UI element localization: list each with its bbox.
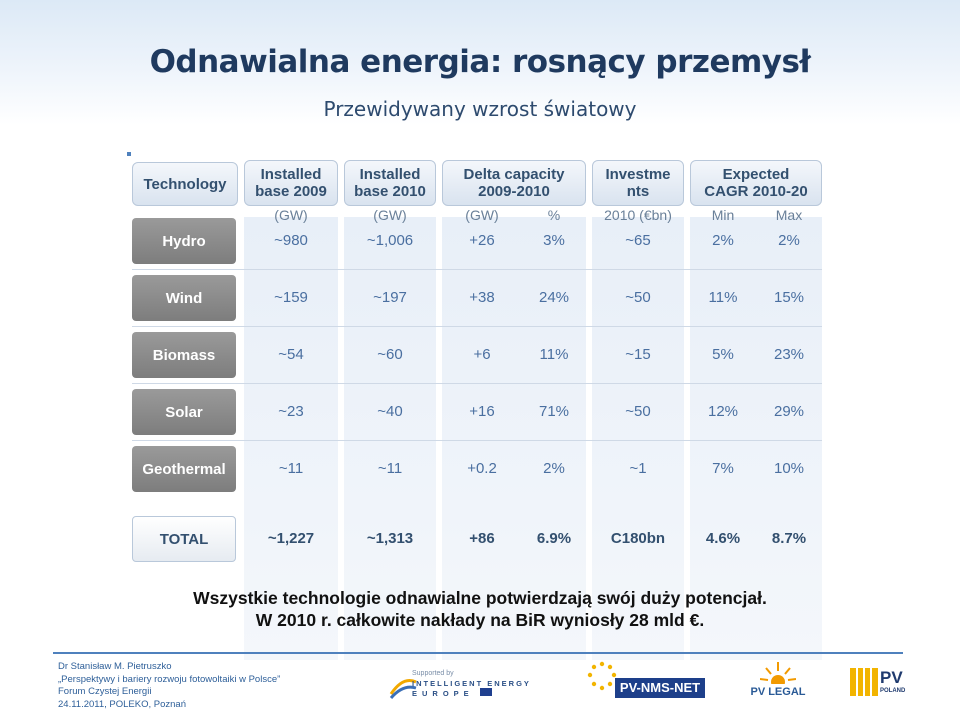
- table-cell: ~60: [344, 332, 436, 378]
- header-line: nts: [627, 183, 650, 200]
- iee-logo: Supported by INTELLIGENT ENERGY EUROPE: [388, 670, 543, 700]
- table-cell: 2%: [690, 218, 756, 264]
- header-line: base 2010: [354, 183, 426, 200]
- pv-legal-logo: PV LEGAL: [748, 662, 808, 702]
- table-cell: 24%: [522, 275, 586, 321]
- row-separator: [132, 383, 822, 384]
- total-cell: ~1,313: [344, 516, 436, 562]
- table-cell: ~197: [344, 275, 436, 321]
- table-cell: ~40: [344, 389, 436, 435]
- table-cell: 2%: [756, 218, 822, 264]
- tech-label-geothermal: Geothermal: [132, 446, 236, 492]
- tech-label-wind: Wind: [132, 275, 236, 321]
- footer-event: Forum Czystej Energii: [58, 686, 280, 699]
- footer-date: 24.11.2011, POLEKO, Poznań: [58, 699, 280, 711]
- row-separator: [132, 326, 822, 327]
- header-installed-2009: Installed base 2009: [244, 160, 338, 206]
- table-cell: ~54: [244, 332, 338, 378]
- total-cell: +86: [442, 516, 522, 562]
- table-cell: 10%: [756, 446, 822, 492]
- table-cell: ~159: [244, 275, 338, 321]
- tech-label-total: TOTAL: [132, 516, 236, 562]
- header-line: Investme: [605, 166, 670, 183]
- table-cell: ~11: [344, 446, 436, 492]
- table-cell: 29%: [756, 389, 822, 435]
- table-cell: 3%: [522, 218, 586, 264]
- table-cell: ~50: [592, 389, 684, 435]
- header-line: Installed: [360, 166, 421, 183]
- summary-line-1: Wszystkie technologie odnawialne potwier…: [0, 588, 960, 609]
- sun-icon: [760, 662, 796, 684]
- table-cell: ~1,006: [344, 218, 436, 264]
- header-line: Installed: [261, 166, 322, 183]
- table-cell: 23%: [756, 332, 822, 378]
- header-expected-cagr: Expected CAGR 2010-20: [690, 160, 822, 206]
- tech-label-hydro: Hydro: [132, 218, 236, 264]
- total-cell: C180bn: [592, 516, 684, 562]
- header-label: Technology: [143, 176, 226, 193]
- table-cell: ~11: [244, 446, 338, 492]
- header-line: CAGR 2010-20: [704, 183, 807, 200]
- bullet-dot: [127, 152, 131, 156]
- header-delta-capacity: Delta capacity 2009-2010: [442, 160, 586, 206]
- pvpoland-big: PV: [880, 668, 903, 688]
- table-cell: 5%: [690, 332, 756, 378]
- header-line: 2009-2010: [478, 183, 550, 200]
- table-cell: 71%: [522, 389, 586, 435]
- table-cell: 7%: [690, 446, 756, 492]
- table-cell: ~980: [244, 218, 338, 264]
- table-cell: 15%: [756, 275, 822, 321]
- table-cell: ~15: [592, 332, 684, 378]
- total-cell: 4.6%: [690, 516, 756, 562]
- table-cell: ~23: [244, 389, 338, 435]
- pv-nms-net-logo: PV-NMS-NET: [585, 660, 705, 700]
- footer-talk: „Perspektywy i bariery rozwoju fotowolta…: [58, 674, 280, 687]
- total-cell: 8.7%: [756, 516, 822, 562]
- header-line: base 2009: [255, 183, 327, 200]
- table-cell: +38: [442, 275, 522, 321]
- iee-line1: INTELLIGENT ENERGY: [412, 679, 531, 688]
- slide-title: Odnawialna energia: rosnący przemysł: [0, 44, 960, 80]
- table-cell: +26: [442, 218, 522, 264]
- header-line: Expected: [723, 166, 790, 183]
- table-cell: 11%: [522, 332, 586, 378]
- header-line: Delta capacity: [464, 166, 565, 183]
- header-installed-2010: Installed base 2010: [344, 160, 436, 206]
- table-cell: +0.2: [442, 446, 522, 492]
- pvnms-label: PV-NMS-NET: [615, 678, 705, 698]
- table-cell: ~65: [592, 218, 684, 264]
- table-cell: +6: [442, 332, 522, 378]
- row-separator: [132, 269, 822, 270]
- row-separator: [132, 440, 822, 441]
- pv-poland-logo: PV POLAND: [850, 668, 910, 700]
- table-cell: 2%: [522, 446, 586, 492]
- table-cell: ~50: [592, 275, 684, 321]
- eu-flag-icon: [480, 688, 492, 696]
- pvlegal-label: PV LEGAL: [748, 686, 808, 698]
- summary-line-2: W 2010 r. całkowite nakłady na BiR wynio…: [0, 610, 960, 631]
- iee-supported: Supported by: [412, 670, 454, 677]
- total-cell: ~1,227: [244, 516, 338, 562]
- iee-line2: EUROPE: [412, 689, 474, 698]
- eu-stars-icon: [585, 660, 619, 696]
- table-cell: 11%: [690, 275, 756, 321]
- total-cell: 6.9%: [522, 516, 586, 562]
- pvpoland-small: POLAND: [880, 688, 905, 694]
- table-cell: 12%: [690, 389, 756, 435]
- table-cell: ~1: [592, 446, 684, 492]
- header-technology: Technology: [132, 162, 238, 206]
- header-investments: Investme nts: [592, 160, 684, 206]
- footer-rule: [53, 652, 903, 654]
- table-cell: +16: [442, 389, 522, 435]
- pv-panel-icon: [850, 668, 878, 696]
- renewables-table: Technology Installed base 2009 Installed…: [132, 160, 822, 560]
- footer-author: Dr Stanisław M. Pietruszko: [58, 661, 280, 674]
- tech-label-solar: Solar: [132, 389, 236, 435]
- tech-label-biomass: Biomass: [132, 332, 236, 378]
- slide-subtitle: Przewidywany wzrost światowy: [0, 97, 960, 121]
